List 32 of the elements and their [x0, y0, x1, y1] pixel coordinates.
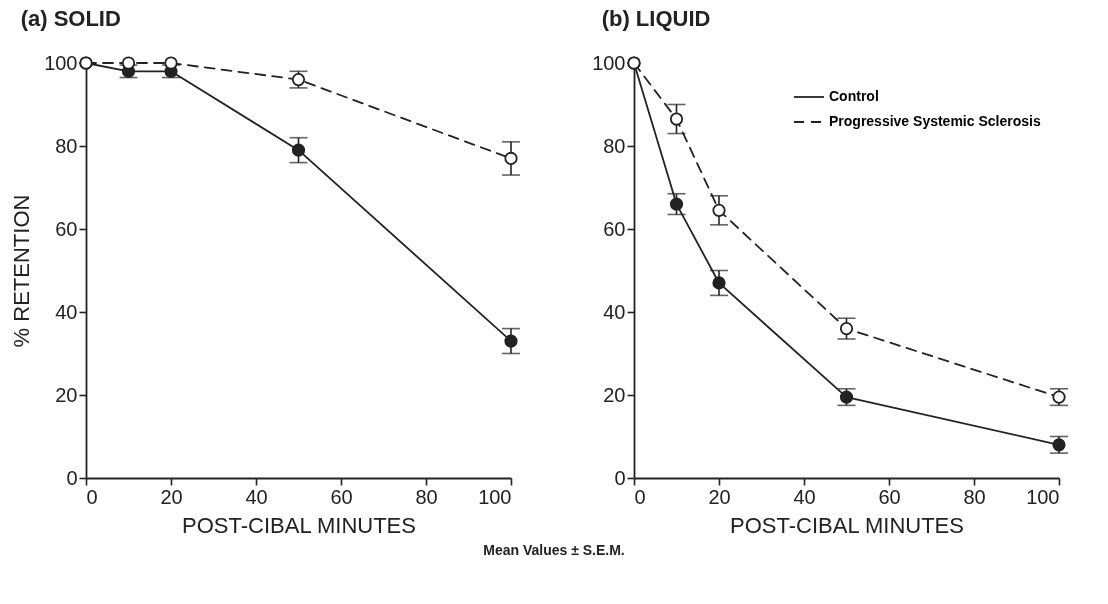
y-tick-label: 40	[55, 300, 78, 323]
x-tick-label: 60	[878, 485, 901, 508]
x-tick-label: 80	[963, 485, 986, 508]
y-tick-label: 60	[603, 217, 626, 240]
y-tick-label: 60	[55, 217, 78, 240]
legend-label: Control	[829, 88, 879, 104]
x-tick-label: 40	[245, 485, 268, 508]
legend-label: Progressive Systemic Sclerosis	[829, 113, 1041, 129]
text: Mean Values ± S.E.M.	[482, 542, 626, 558]
x-tick-label: 0	[634, 485, 646, 508]
y-tick-label: 100	[592, 51, 626, 74]
x-tick-label: 100	[1026, 485, 1060, 508]
x-tick-label: 80	[415, 485, 438, 508]
x-axis-title: POST-CIBAL MINUTES	[730, 512, 964, 538]
y-tick-label: 100	[44, 51, 78, 74]
x-tick-label: 20	[160, 485, 183, 508]
y-tick-label: 80	[55, 134, 78, 157]
y-tick-label: 20	[55, 383, 78, 406]
x-tick-label: 100	[478, 485, 512, 508]
chart-title: (a) SOLID	[20, 6, 121, 31]
x-tick-label: 0	[86, 485, 98, 508]
x-axis-title: POST-CIBAL MINUTES	[182, 512, 416, 538]
y-tick-label: 80	[603, 134, 626, 157]
x-tick-label: 20	[708, 485, 731, 508]
y-tick-label: 20	[603, 383, 626, 406]
x-tick-label: 60	[330, 485, 353, 508]
y-tick-label: 0	[66, 466, 78, 489]
y-tick-label: 0	[614, 466, 626, 489]
x-tick-label: 40	[793, 485, 816, 508]
chart-title: (b) LIQUID	[601, 6, 711, 31]
y-tick-label: 40	[603, 300, 626, 323]
y-axis-title: % RETENTION	[9, 194, 35, 348]
